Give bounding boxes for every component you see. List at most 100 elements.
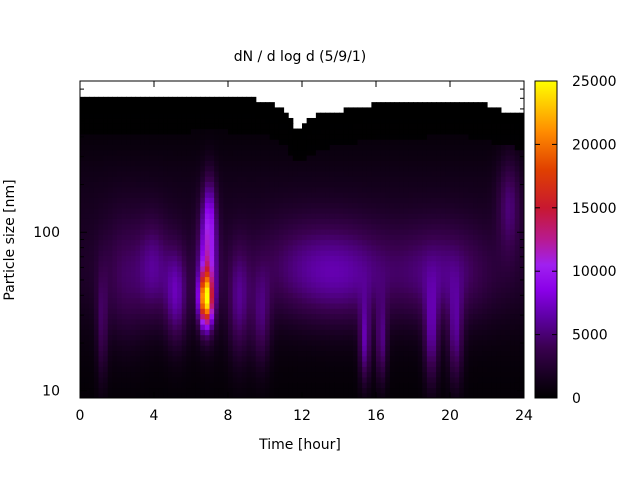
heatmap-cell — [463, 361, 470, 367]
heatmap-cell — [431, 117, 437, 124]
heatmap-cell — [209, 123, 215, 130]
heatmap-cell — [163, 329, 169, 336]
heatmap-cell — [255, 176, 261, 182]
heatmap-cell — [362, 149, 368, 156]
heatmap-cell — [422, 250, 428, 256]
heatmap-cell — [149, 276, 155, 283]
heatmap-cell — [158, 265, 164, 272]
heatmap-cell — [431, 250, 437, 256]
heatmap-cell — [251, 265, 257, 272]
heatmap-cell — [149, 234, 155, 241]
heatmap-cell — [130, 339, 137, 346]
heatmap-cell — [167, 133, 174, 140]
heatmap-cell — [130, 207, 137, 214]
heatmap-cell — [487, 287, 493, 293]
heatmap-cell — [463, 366, 470, 373]
heatmap-cell — [98, 223, 104, 230]
heatmap-cell — [339, 133, 345, 140]
heatmap-cell — [348, 154, 354, 161]
heatmap-cell — [181, 139, 187, 145]
heatmap-cell — [223, 128, 229, 135]
heatmap-cell — [204, 123, 211, 130]
heatmap-cell — [385, 265, 391, 272]
heatmap-cell — [278, 117, 285, 124]
heatmap-cell — [468, 308, 474, 315]
heatmap-cell — [302, 302, 308, 309]
heatmap-cell — [403, 255, 409, 262]
heatmap-cell — [343, 318, 349, 325]
heatmap-cell — [232, 276, 238, 283]
heatmap-cell — [306, 297, 312, 304]
heatmap-cell — [482, 345, 488, 352]
heatmap-cell — [302, 318, 308, 325]
heatmap-cell — [482, 250, 488, 256]
heatmap-cell — [311, 329, 317, 336]
heatmap-cell — [246, 371, 252, 378]
heatmap-cell — [408, 318, 414, 325]
heatmap-cell — [158, 350, 164, 357]
heatmap-cell — [117, 255, 123, 262]
heatmap-cell — [343, 239, 349, 246]
heatmap-cell — [436, 392, 442, 398]
heatmap-cell — [334, 366, 340, 373]
heatmap-cell — [121, 197, 127, 204]
heatmap-cell — [445, 228, 451, 235]
heatmap-cell — [103, 250, 109, 256]
heatmap-cell — [343, 197, 349, 204]
heatmap-cell — [241, 376, 248, 383]
heatmap-cell — [362, 154, 368, 161]
heatmap-cell — [84, 160, 90, 167]
heatmap-cell — [107, 302, 113, 309]
heatmap-cell — [84, 133, 90, 140]
heatmap-cell — [195, 107, 201, 114]
heatmap-cell — [274, 197, 280, 204]
heatmap-cell — [98, 123, 104, 130]
heatmap-cell — [241, 308, 248, 315]
heatmap-cell — [487, 186, 493, 193]
heatmap-cell — [177, 392, 183, 398]
heatmap-cell — [149, 202, 155, 209]
heatmap-cell — [315, 139, 322, 145]
heatmap-cell — [362, 218, 368, 225]
heatmap-cell — [288, 176, 294, 182]
heatmap-cell — [357, 144, 363, 151]
heatmap-cell — [292, 297, 298, 304]
heatmap-cell — [181, 154, 187, 161]
heatmap-cell — [149, 260, 155, 267]
heatmap-cell — [181, 255, 187, 262]
heatmap-cell — [93, 202, 100, 209]
heatmap-cell — [389, 107, 396, 114]
heatmap-cell — [274, 329, 280, 336]
heatmap-cell — [371, 181, 377, 188]
heatmap-cell — [107, 366, 113, 373]
heatmap-cell — [218, 223, 224, 230]
heatmap-cell — [389, 186, 396, 193]
heatmap-cell — [454, 260, 460, 267]
heatmap-cell — [477, 181, 483, 188]
heatmap-cell — [241, 371, 248, 378]
heatmap-cell — [366, 144, 372, 151]
heatmap-cell — [251, 117, 257, 124]
heatmap-cell — [158, 107, 164, 114]
heatmap-cell — [177, 128, 183, 135]
heatmap-cell — [436, 223, 442, 230]
heatmap-cell — [311, 149, 317, 156]
heatmap-cell — [255, 139, 261, 145]
heatmap-cell — [163, 181, 169, 188]
heatmap-cell — [477, 128, 483, 135]
heatmap-cell — [468, 202, 474, 209]
heatmap-cell — [167, 170, 174, 177]
heatmap-cell — [135, 176, 141, 182]
heatmap-cell — [107, 139, 113, 145]
heatmap-cell — [431, 218, 437, 225]
heatmap-cell — [482, 287, 488, 293]
heatmap-cell — [450, 355, 456, 362]
heatmap-cell — [103, 186, 109, 193]
heatmap-cell — [98, 271, 104, 278]
heatmap-cell — [223, 228, 229, 235]
heatmap-cell — [334, 265, 340, 272]
heatmap-cell — [214, 318, 220, 325]
heatmap-cell — [191, 112, 197, 119]
heatmap-cell — [204, 218, 211, 225]
heatmap-cell — [487, 160, 493, 167]
